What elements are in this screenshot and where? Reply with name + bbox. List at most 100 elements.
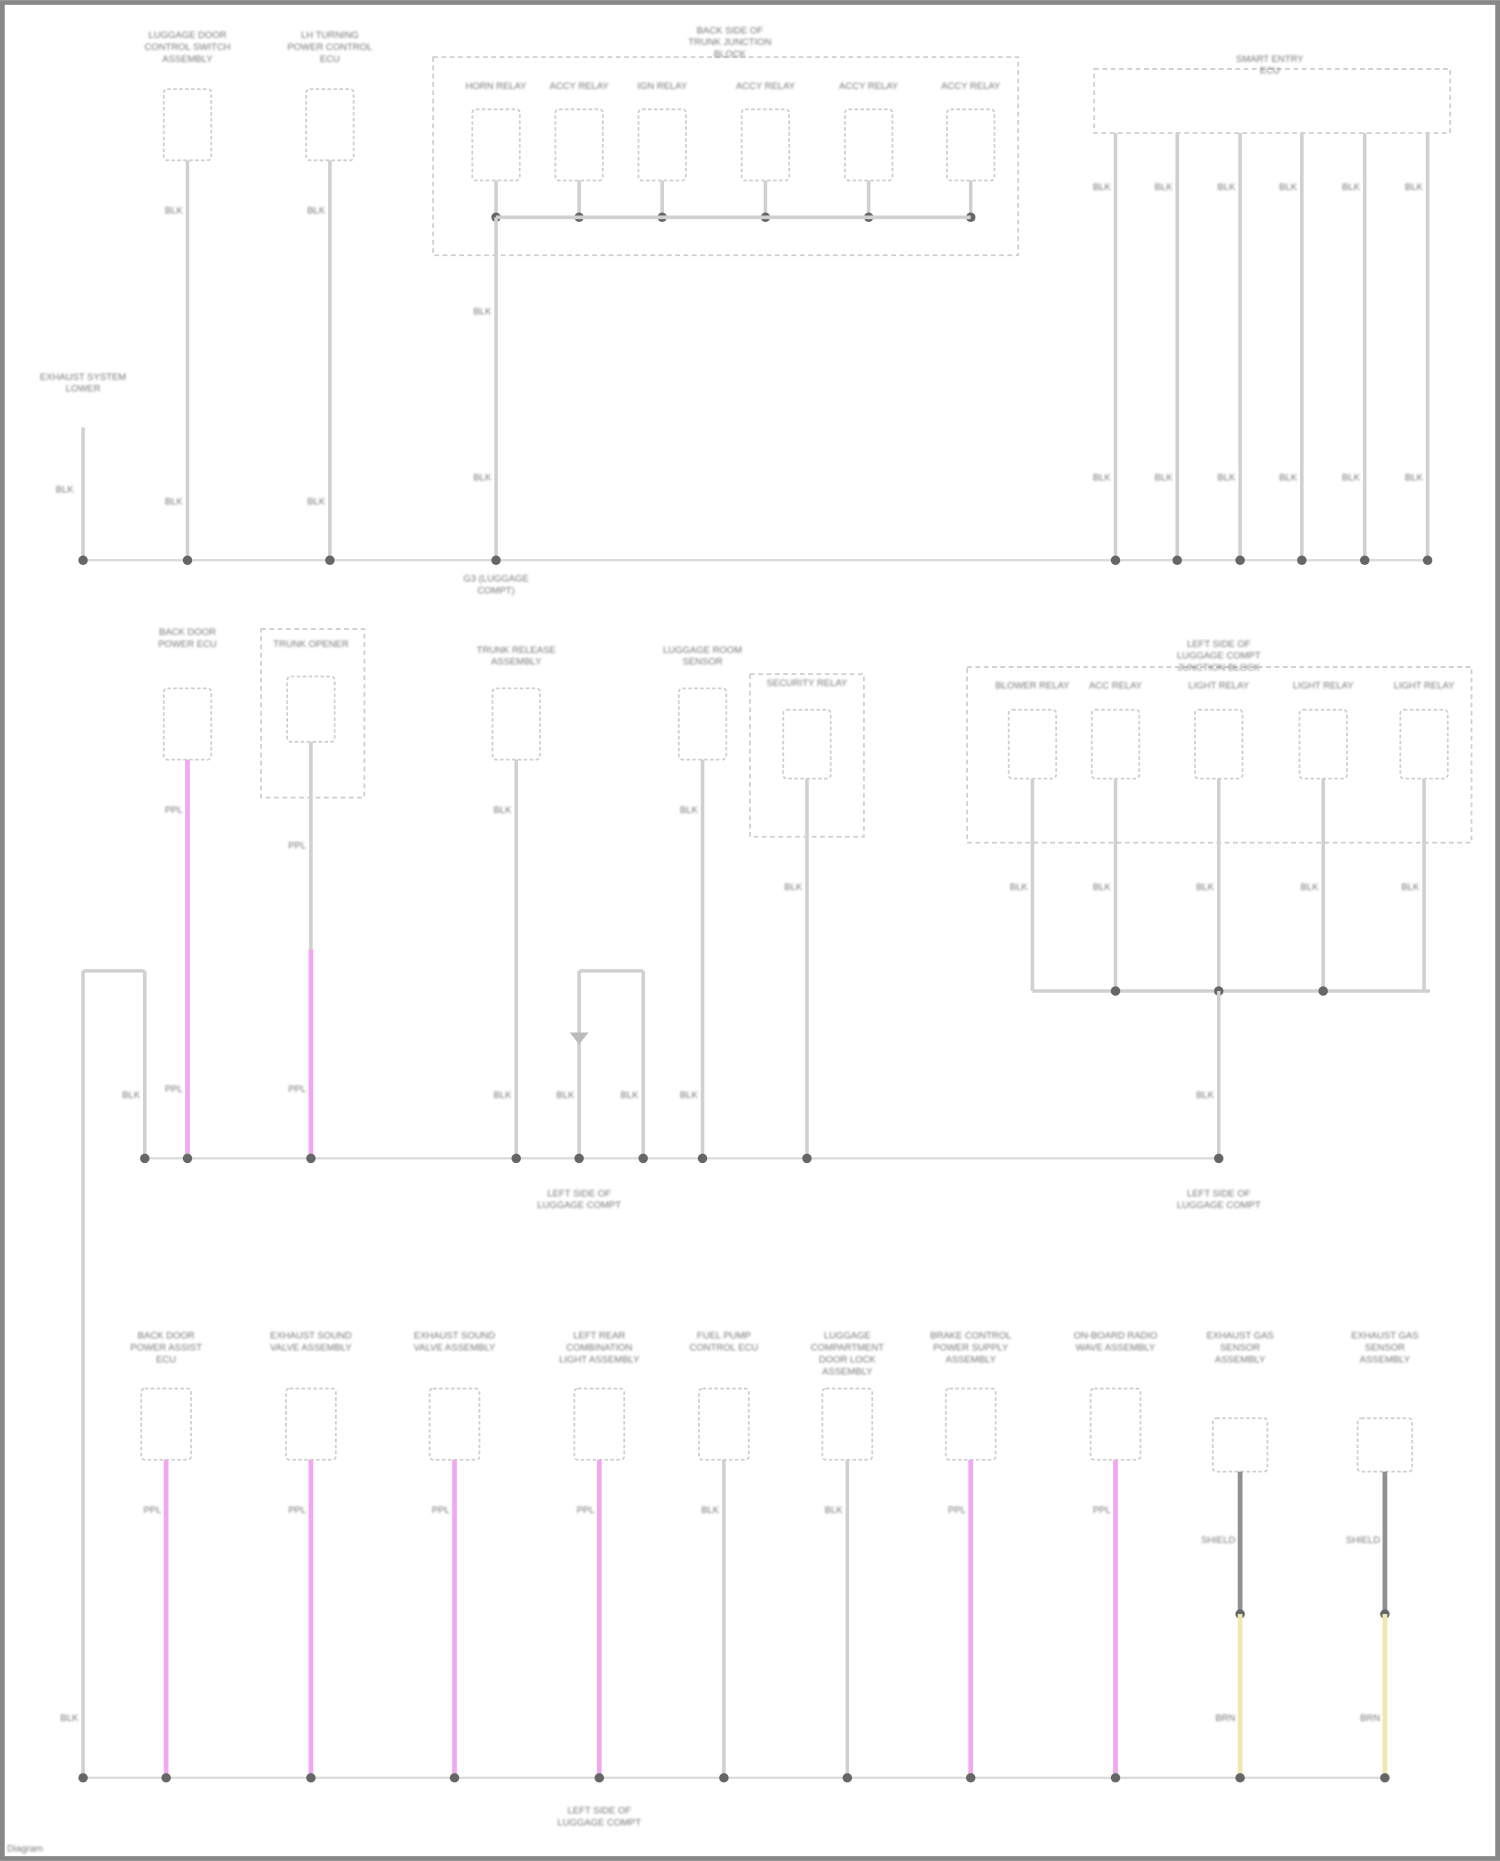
- relay-label: ACCY RELAY: [839, 81, 899, 92]
- component-label: POWER CONTROL: [287, 42, 372, 53]
- relay-block-label: BACK SIDE OF: [697, 25, 764, 36]
- relay-label: HORN RELAY: [466, 81, 528, 92]
- wire-color-label: BLK: [1093, 473, 1112, 484]
- relay-box: [740, 108, 791, 182]
- component-box: [285, 1387, 337, 1461]
- component-label: BACK DOOR: [138, 1331, 195, 1342]
- wire-color-label: BLK: [307, 206, 326, 217]
- wire-color-label: BLK: [1405, 182, 1424, 193]
- component-label: SENSOR: [1220, 1343, 1260, 1354]
- component-label: ASSEMBLY: [1360, 1354, 1411, 1365]
- component-label: POWER ASSIST: [130, 1343, 202, 1354]
- relay-label: LIGHT RELAY: [1394, 680, 1455, 691]
- component-box: [305, 88, 355, 162]
- ground-point: [1380, 1773, 1390, 1783]
- component-label: CONTROL ECU: [690, 1343, 759, 1354]
- ground-point: [1235, 555, 1245, 565]
- ground-point: [182, 555, 193, 565]
- wire-color-label: BRN: [1360, 1713, 1380, 1724]
- component-box: [140, 1387, 192, 1461]
- component-label: SECURITY RELAY: [767, 678, 848, 689]
- component-box: [944, 1387, 997, 1461]
- component-label: VALVE ASSEMBLY: [270, 1343, 352, 1354]
- component-label: POWER ECU: [158, 639, 217, 650]
- wire-color-label: PPL: [577, 1505, 595, 1516]
- relay-box: [1399, 708, 1449, 780]
- wire-color-label: BLK: [494, 1090, 513, 1101]
- component-label: TRUNK RELEASE: [477, 645, 556, 656]
- ground-point: [1110, 555, 1121, 565]
- ground-point: [1422, 555, 1433, 565]
- ground-point: [325, 555, 335, 565]
- ground-label: LUGGAGE COMPT: [537, 1200, 621, 1211]
- wire-color-label: BLK: [1342, 182, 1361, 193]
- wire-color-label: BLK: [1279, 182, 1298, 193]
- wire-color-label: PPL: [948, 1505, 966, 1516]
- ground-point: [1172, 555, 1182, 565]
- wire-color-label: BLK: [1300, 882, 1319, 893]
- component-label: ASSEMBLY: [162, 54, 213, 65]
- wire-color-label: BLK: [307, 496, 326, 507]
- component-box: [491, 687, 541, 761]
- component-label: EXHAUST SOUND: [270, 1331, 352, 1342]
- wire-color-label: BLK: [1401, 882, 1420, 893]
- wire-color-label: BLK: [1217, 182, 1236, 193]
- component-label: COMPARTMENT: [811, 1343, 885, 1354]
- ecu-label: ECU: [1260, 66, 1280, 77]
- component-label: ECU: [156, 1354, 176, 1365]
- component-label: ASSEMBLY: [822, 1366, 873, 1377]
- relay-box: [1090, 708, 1141, 780]
- component-label: EXHAUST GAS: [1206, 1331, 1273, 1342]
- ground-point: [511, 1153, 521, 1164]
- component-box: [782, 708, 832, 780]
- component-label: LUGGAGE: [824, 1331, 871, 1342]
- relay-label: LIGHT RELAY: [1188, 680, 1249, 691]
- ground-point: [491, 555, 501, 565]
- ground-point: [161, 1773, 171, 1783]
- component-label: LUGGAGE ROOM: [663, 645, 742, 656]
- wire-color-label: PPL: [288, 1084, 306, 1095]
- ground-label: LEFT SIDE OF: [567, 1805, 631, 1816]
- component-outline: [260, 628, 366, 799]
- wire-color-label: BLK: [1196, 882, 1215, 893]
- component-label: EXHAUST SYSTEM: [40, 372, 126, 383]
- component-label: VALVE ASSEMBLY: [414, 1343, 496, 1354]
- relay-block-label: JUNCTION BLOCK: [1177, 663, 1260, 674]
- footer-text: Diagram: [7, 1843, 43, 1854]
- component-box: [1089, 1387, 1142, 1461]
- relay-label: ACCY RELAY: [736, 81, 796, 92]
- relay-block-label: BLOCK: [714, 49, 747, 60]
- relay-block-outline: [432, 56, 1020, 257]
- ground-point: [842, 1773, 853, 1783]
- component-label: POWER SUPPLY: [933, 1343, 1009, 1354]
- wire-color-label: BLK: [1196, 1090, 1215, 1101]
- wire-color-label: PPL: [1093, 1505, 1111, 1516]
- wire-color-label: BLK: [1405, 473, 1424, 484]
- ground-point: [719, 1773, 729, 1783]
- ground-label: LUGGAGE COMPT: [557, 1817, 641, 1828]
- component-label: LOWER: [66, 384, 101, 395]
- wire-color-label: BLK: [473, 473, 492, 484]
- wire-color-label: BRN: [1215, 1713, 1235, 1724]
- component-label: CONTROL SWITCH: [144, 42, 230, 53]
- wire-color-label: BLK: [1010, 882, 1029, 893]
- ground-point: [1297, 555, 1307, 565]
- wire-color-label: BLK: [1093, 182, 1112, 193]
- wire-color-label: PPL: [165, 805, 183, 816]
- ground-point: [449, 1773, 460, 1783]
- relay-box: [946, 108, 996, 182]
- ground-point: [594, 1773, 605, 1783]
- ground-point: [574, 1153, 584, 1164]
- wire-color-label: BLK: [784, 882, 803, 893]
- component-label: SENSOR: [683, 657, 723, 668]
- sensor-box: [1356, 1417, 1414, 1473]
- ground-point: [802, 1153, 812, 1164]
- wire-color-label: BLK: [1217, 473, 1236, 484]
- ground-point: [78, 1773, 88, 1783]
- ground-point: [78, 555, 88, 565]
- wire-color-label: BLK: [680, 1090, 699, 1101]
- component-label: ASSEMBLY: [946, 1354, 997, 1365]
- ground-label: LUGGAGE COMPT: [1177, 1200, 1261, 1211]
